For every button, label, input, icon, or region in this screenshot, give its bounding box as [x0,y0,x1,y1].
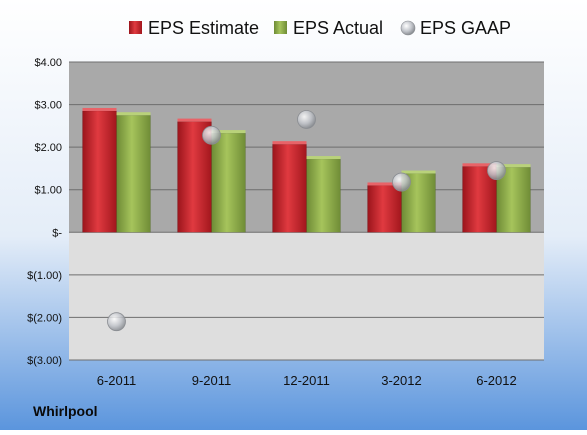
bar-top-eps-actual [401,170,436,174]
legend-swatch [274,21,287,34]
bar-top-eps-actual [306,156,341,160]
x-tick-label: 9-2011 [192,373,232,388]
bar-eps-estimate [82,110,117,233]
marker-eps-gaap [297,110,316,129]
legend-swatch [129,21,142,34]
bar-top-eps-actual [211,130,246,134]
y-tick-label: $- [52,227,62,239]
x-tick-label: 3-2012 [381,373,421,388]
y-tick-label: $4.00 [34,57,62,69]
bar-eps-actual [306,158,341,233]
y-tick-label: $(1.00) [27,270,62,282]
bar-eps-actual [211,132,246,233]
marker-eps-gaap [107,312,126,332]
x-tick-label: 12-2011 [283,373,330,388]
gaap-markers [107,110,506,332]
bar-top-eps-estimate [272,141,307,145]
bar-top-eps-actual [116,112,151,116]
x-tick-label: 6-2012 [476,373,516,388]
legend-label: EPS Estimate [148,18,259,38]
marker-eps-gaap [202,125,221,145]
marker-eps-gaap [392,172,411,192]
bar-eps-estimate [367,185,402,233]
bar-top-eps-estimate [462,163,497,167]
plot-area-lower [69,232,544,360]
legend-label: EPS Actual [293,18,383,38]
y-axis-ticks: $4.00 $3.00 $2.00 $1.00 $- $(1.00) $(2.00) $(3.… [27,57,62,367]
y-tick-label: $2.00 [34,142,62,154]
legend: EPS Estimate EPS Actual EPS GAAP [129,18,511,38]
x-tick-label: 6-2011 [97,373,137,388]
bar-eps-actual [116,114,151,233]
y-tick-label: $(3.00) [27,355,62,367]
bar-top-eps-estimate [367,182,402,186]
company-label: Whirlpool [33,403,98,419]
bar-top-eps-estimate [177,118,212,122]
bars [82,107,531,233]
legend-swatch [400,20,416,36]
marker-eps-gaap [487,161,506,180]
legend-label: EPS GAAP [420,18,511,38]
bar-top-eps-estimate [82,107,117,111]
x-axis-ticks: 6-2011 9-2011 12-2011 3-2012 6-2012 [97,373,517,388]
y-tick-label: $(2.00) [27,312,62,324]
y-tick-label: $3.00 [34,100,62,112]
bar-eps-estimate [272,143,307,233]
y-tick-label: $1.00 [34,185,62,197]
bar-top-eps-actual [496,164,531,168]
